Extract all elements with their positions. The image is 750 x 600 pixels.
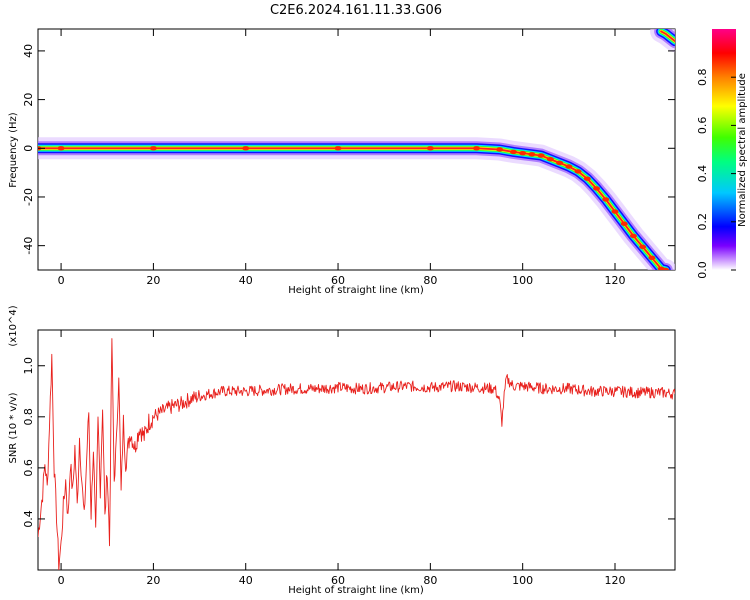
snr-y-tick-label: 0.8 xyxy=(22,408,35,426)
spectrogram-y-tick-label: 0 xyxy=(22,145,35,152)
ridge-core xyxy=(38,147,667,270)
spectrogram-y-label: Frequency (Hz) xyxy=(8,112,19,188)
ridge-peak xyxy=(426,146,434,151)
ridge-peak xyxy=(334,146,342,151)
spectrogram-y-tick-label: 20 xyxy=(22,93,35,107)
spectrogram-x-tick-label: 40 xyxy=(239,274,253,287)
spectrogram-heatmap xyxy=(38,29,675,270)
colorbar-tick-label: 0.2 xyxy=(696,213,709,231)
snr-x-tick-label: 120 xyxy=(604,574,625,587)
spectrogram-x-label: Height of straight line (km) xyxy=(288,285,424,296)
ridge-peak xyxy=(648,255,656,261)
snr-x-tick-label: 80 xyxy=(423,574,437,587)
snr-x-tick-label: 100 xyxy=(512,574,533,587)
ridge-peak xyxy=(574,169,582,174)
ridge-peak xyxy=(629,233,637,239)
ridge-peak xyxy=(639,244,647,250)
spectrogram-y-tick-label: -40 xyxy=(22,237,35,255)
spectrogram-axes: 0 20 40 60 80 100 120 -40 -20 0 20 40 xyxy=(22,29,675,287)
snr-x-tick-label: 40 xyxy=(239,574,253,587)
ridge-peak xyxy=(662,267,670,270)
snr-x-tick-label: 20 xyxy=(146,574,160,587)
colorbar-label: Normalized spectral amplitude xyxy=(737,73,748,227)
colorbar-ticks: 0.0 0.2 0.4 0.6 0.8 xyxy=(696,68,736,279)
ridge-peak xyxy=(242,146,250,151)
colorbar-tick-label: 0.0 xyxy=(696,261,709,279)
ridge-peak xyxy=(528,152,536,157)
colorbar-tick-label: 0.8 xyxy=(696,68,709,86)
colorbar-tick-label: 0.4 xyxy=(696,165,709,183)
colorbar: 0.0 0.2 0.4 0.6 0.8 Normalized spectral ampl… xyxy=(696,29,748,279)
snr-y-tick-label: 1.0 xyxy=(22,357,35,375)
spectrogram-panel: 0 20 40 60 80 100 120 -40 -20 0 20 40 Height of str… xyxy=(8,28,676,296)
spectrogram-x-tick-label: 20 xyxy=(146,274,160,287)
ridge-peak xyxy=(546,157,554,162)
colorbar-tick-label: 0.6 xyxy=(696,117,709,134)
colorbar-gradient xyxy=(712,29,736,270)
ridge-peak xyxy=(593,186,601,191)
snr-line-group xyxy=(38,338,675,570)
ridge-peak xyxy=(473,146,481,151)
ridge-peak xyxy=(620,221,628,226)
spectrogram-x-tick-label: 100 xyxy=(512,274,533,287)
snr-y-tick-label: 0.6 xyxy=(22,459,35,477)
ridge-peak xyxy=(611,209,619,214)
spectrogram-x-tick-label: 60 xyxy=(331,274,345,287)
ridge-peak xyxy=(602,197,610,202)
ridge-core-secondary xyxy=(660,30,675,43)
spectrogram-x-tick-label: 0 xyxy=(58,274,65,287)
ridge-peak xyxy=(509,149,517,155)
ridge-peak xyxy=(565,164,573,169)
spectrogram-y-tick-label: -20 xyxy=(22,188,35,206)
snr-x-tick-label: 0 xyxy=(58,574,65,587)
snr-y-label: SNR (10 * v/v) xyxy=(8,392,19,463)
snr-panel: 0 20 40 60 80 100 120 0.4 0.6 0.8 1.0 Height of st… xyxy=(8,305,676,596)
ridge-peak xyxy=(496,147,504,152)
ridge-peak xyxy=(537,153,545,158)
spectrogram-x-tick-label: 80 xyxy=(423,274,437,287)
ridge-peak xyxy=(556,160,564,166)
snr-y-scale: (x10^4) xyxy=(8,305,19,346)
snr-x-label: Height of straight line (km) xyxy=(288,585,424,596)
spectrogram-x-tick-label: 120 xyxy=(604,274,625,287)
ridge-peak xyxy=(149,146,157,151)
snr-y-tick-label: 0.4 xyxy=(22,510,35,528)
snr-axes: 0 20 40 60 80 100 120 0.4 0.6 0.8 1.0 xyxy=(22,330,675,587)
spectrogram-y-tick-label: 40 xyxy=(22,44,35,58)
ridge-peak xyxy=(57,146,65,151)
chart-title: C2E6.2024.161.11.33.G06 xyxy=(270,3,442,18)
snr-plot-area xyxy=(37,329,676,571)
ridge-peak xyxy=(519,150,527,156)
ridge-peak xyxy=(583,176,591,181)
snr-series-line xyxy=(38,338,675,570)
snr-x-tick-label: 60 xyxy=(331,574,345,587)
